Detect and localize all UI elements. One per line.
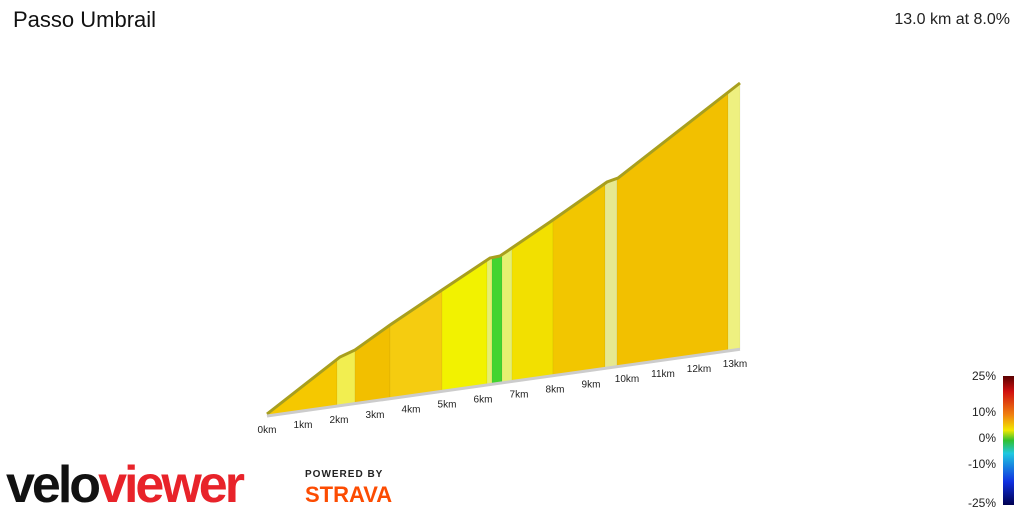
legend: 25% 10% 0% -10% -25% [968,369,996,510]
legend-label: -25% [968,496,996,510]
km-label: 1km [294,420,313,431]
powered-by: POWERED BY [305,469,383,480]
km-label: 2km [330,415,349,426]
profile-edge [266,81,741,416]
km-label: 0km [258,425,277,436]
partner: STRAVA [305,482,392,507]
logo-part: viewer [98,456,245,512]
segment [486,257,493,386]
segment [727,82,741,352]
summary: 13.0 km at 8.0% [894,11,1010,28]
km-label: 5km [438,400,457,411]
km-label: 8km [546,384,565,395]
profile: 0km 1km 2km 3km 4km 5km 6km 7km 8km 9km 10km 11km 12… [258,81,747,436]
legend-bar [1003,376,1014,505]
km-label: 10km [615,374,639,385]
logo-part: velo [6,456,99,512]
segment [501,247,513,384]
km-label: 11km [651,369,675,380]
legend-label: 10% [972,405,996,419]
km-label: 13km [723,359,747,370]
km-label: 4km [402,405,421,416]
km-label: 9km [582,379,601,390]
segment [552,182,606,376]
km-label: 6km [474,395,493,406]
segment [616,91,729,367]
km-label: 7km [510,389,529,400]
segment [604,178,618,369]
segment [441,259,488,392]
legend-label: 25% [972,369,996,383]
km-label: 12km [687,364,711,375]
legend-label: -10% [968,457,996,471]
baseline [266,347,741,418]
legend-label: 0% [979,431,997,445]
segment [491,254,503,385]
logo: veloviewer [6,456,245,512]
title: Passo Umbrail [13,7,156,32]
km-label: 3km [366,410,385,421]
